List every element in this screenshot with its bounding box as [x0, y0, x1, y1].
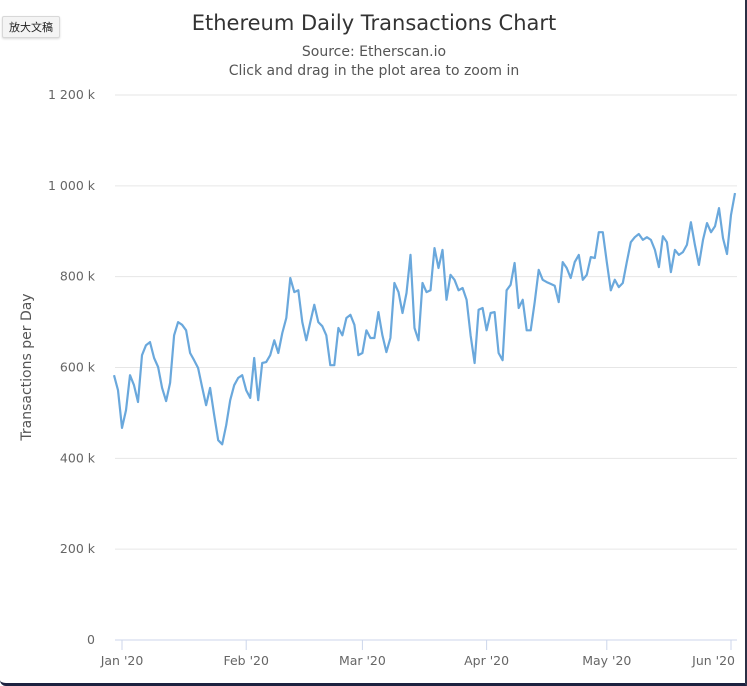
series-line [112, 192, 737, 446]
y-tick-label: 200 k [60, 541, 96, 556]
x-tick-label: May '20 [582, 653, 631, 668]
zoom-document-button[interactable]: 放大文稿 [2, 16, 60, 38]
y-axis-title: Transactions per Day [19, 293, 35, 441]
y-tick-label: 0 [87, 632, 95, 647]
chart-zoom-hint: Click and drag in the plot area to zoom … [229, 63, 520, 79]
y-tick-label: 400 k [60, 450, 96, 465]
x-tick-label: Mar '20 [339, 653, 386, 668]
chart-subtitle: Source: Etherscan.io [302, 44, 446, 60]
x-tick-label: Jan '20 [100, 653, 144, 668]
chart-title: Ethereum Daily Transactions Chart [192, 11, 557, 35]
y-tick-label: 600 k [60, 360, 96, 375]
x-tick-label: Jun '20 [691, 653, 735, 668]
x-tick-label: Apr '20 [464, 653, 509, 668]
y-tick-label: 1 200 k [48, 87, 96, 102]
y-tick-label: 800 k [60, 269, 96, 284]
x-tick-label: Feb '20 [223, 653, 268, 668]
y-tick-label: 1 000 k [48, 178, 96, 193]
